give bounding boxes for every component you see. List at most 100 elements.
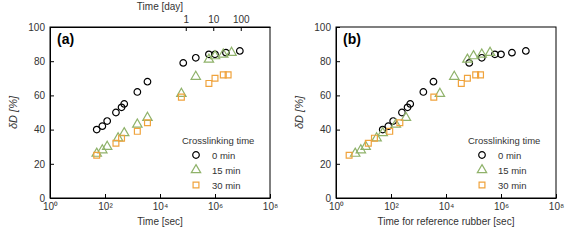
y-axis-tick-mark [336, 164, 340, 165]
legend-label: 15 min [212, 165, 241, 176]
x2-axis-line [51, 27, 271, 28]
legend-label: 30 min [212, 180, 241, 191]
point [191, 71, 200, 79]
x-axis-tick: 10⁶ [494, 194, 509, 212]
point [134, 89, 141, 96]
x-axis-tick-mark [556, 194, 557, 198]
x2-axis-tick-label: 100 [233, 14, 250, 25]
y-axis-tick-label: 100 [28, 22, 45, 33]
point [361, 141, 370, 149]
x-axis-tick-label: 10⁸ [549, 201, 564, 212]
point [113, 140, 119, 146]
y-axis-tick: 20 [34, 159, 54, 170]
legend-symbol [193, 182, 199, 188]
y-axis-tick-mark [336, 198, 340, 199]
x-axis-tick-label: 10⁰ [43, 201, 58, 212]
y-axis-tick-mark [336, 61, 340, 62]
point [478, 72, 484, 78]
y-axis-tick-label: 80 [320, 56, 332, 67]
y-axis-tick-label: 40 [320, 124, 332, 135]
y-axis-tick: 100 [28, 22, 54, 33]
x-axis-tick-label: 10⁴ [153, 201, 168, 212]
point [346, 152, 352, 158]
point [378, 128, 387, 136]
point [458, 81, 464, 87]
point [180, 60, 187, 67]
legend-label: 30 min [498, 180, 527, 191]
point [134, 128, 140, 134]
legend-symbol [479, 152, 486, 159]
point [133, 119, 142, 127]
y-axis-tick-mark [336, 130, 340, 131]
legend: Crosslinking time0 min15 min30 min [182, 135, 254, 191]
y-axis-tick: 40 [320, 124, 340, 135]
point [192, 54, 199, 61]
y-axis-tick: 20 [320, 159, 340, 170]
x-axis-tick: 10⁶ [208, 194, 223, 212]
point [372, 133, 381, 141]
y-axis-tick: 80 [320, 56, 340, 67]
x-axis-tick: 10⁴ [153, 194, 168, 212]
x2-axis-tick-mark [213, 27, 214, 31]
y-axis-line [50, 28, 51, 199]
legend-symbol [193, 152, 200, 159]
legend-symbol [479, 182, 485, 188]
y-axis-tick-label: 20 [320, 159, 332, 170]
y-axis-tick: 100 [314, 22, 340, 33]
x-axis: 10⁰ 10² 10⁴ 10⁶ 10⁸ [43, 194, 278, 212]
panel-title: (b) [343, 31, 361, 47]
point [407, 101, 414, 108]
y-axis-tick-label: 80 [34, 56, 46, 67]
point [431, 94, 437, 100]
x2-axis-tick-label: 10 [208, 14, 220, 25]
x-axis-tick: 10⁸ [263, 194, 278, 212]
point [119, 135, 125, 141]
y-axis-tick-mark [50, 95, 54, 96]
point [485, 47, 494, 55]
y-axis-tick-mark [50, 130, 54, 131]
point [206, 81, 212, 87]
point [464, 75, 470, 81]
x2-axis-tick-label: 1 [183, 14, 189, 25]
point [523, 48, 530, 55]
x2-axis-title: Time [day] [137, 1, 184, 12]
point [178, 94, 184, 100]
y-axis-title: δD [%] [293, 95, 305, 129]
point [225, 72, 231, 78]
legend-symbol [477, 165, 486, 173]
legend-title: Crosslinking time [468, 135, 540, 146]
point [120, 128, 129, 136]
y-axis-tick: 80 [34, 56, 54, 67]
x-axis-title: Time for reference rubber [sec] [378, 216, 515, 227]
x-axis-tick: 10⁴ [439, 194, 454, 212]
x-axis-tick-label: 10⁶ [494, 201, 509, 212]
point [509, 49, 516, 56]
x2-axis-tick: 1 [183, 14, 189, 31]
point [227, 47, 236, 55]
y-axis-tick: 60 [320, 90, 340, 101]
panel-title: (a) [57, 31, 74, 47]
point [212, 75, 218, 81]
x-axis-line [337, 198, 557, 199]
legend-label: 15 min [498, 165, 527, 176]
x2-axis-tick-mark [186, 27, 187, 31]
x-axis-tick-mark [501, 194, 502, 198]
point [144, 78, 151, 85]
x-axis-tick-label: 10⁶ [208, 201, 223, 212]
x-axis-tick-label: 10² [98, 201, 113, 212]
x-axis-tick: 10² [384, 194, 399, 212]
y-axis-tick: 0 [39, 193, 54, 204]
point [113, 109, 120, 116]
point [94, 152, 100, 158]
y-axis-tick-label: 60 [34, 90, 46, 101]
point [145, 120, 151, 126]
x-axis-tick: 10² [98, 194, 113, 212]
x2-axis: 1 10 100 [51, 14, 271, 31]
y-axis: 020406080100 [28, 22, 54, 204]
y-axis-tick-mark [336, 95, 340, 96]
y-axis-title: δD [%] [7, 95, 19, 129]
y-axis-tick-label: 0 [325, 193, 331, 204]
legend-label: 0 min [498, 150, 521, 161]
x2-axis-tick-mark [241, 27, 242, 31]
y-axis-tick-mark [50, 198, 54, 199]
